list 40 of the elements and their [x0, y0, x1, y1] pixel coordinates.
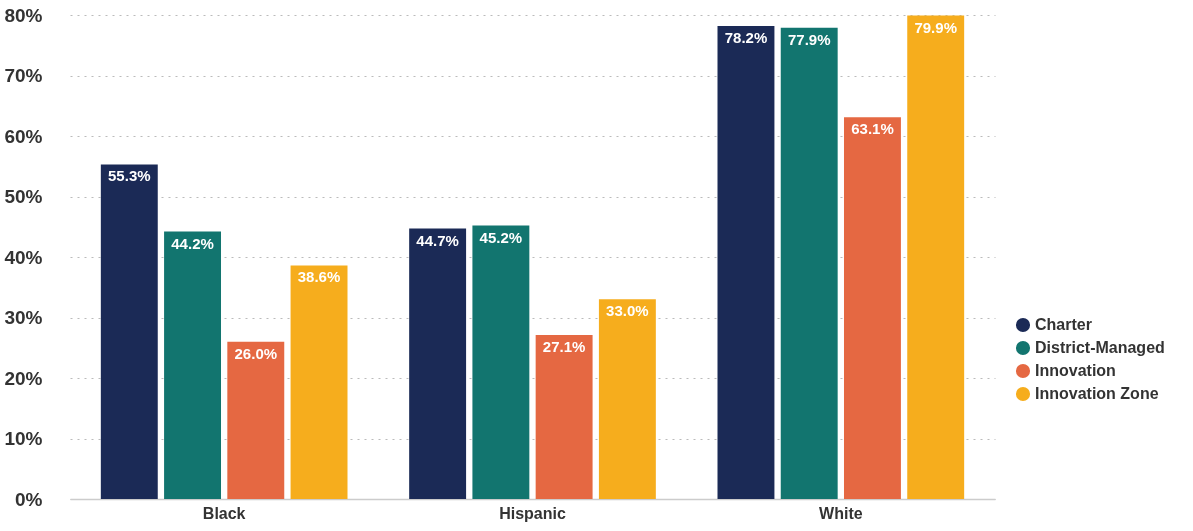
- bar: [535, 335, 593, 499]
- y-tick-label: 0%: [15, 488, 43, 510]
- bar: [907, 15, 965, 499]
- data-label: 38.6%: [297, 268, 341, 286]
- data-label: 79.9%: [914, 18, 957, 36]
- legend-label: Charter: [1035, 316, 1092, 333]
- bar: [100, 164, 158, 499]
- data-label: 44.7%: [416, 231, 459, 249]
- y-tick-label: 30%: [4, 307, 43, 328]
- y-tick-label: 40%: [4, 246, 43, 268]
- data-label: 45.2%: [479, 228, 523, 246]
- bar: [717, 25, 775, 499]
- data-label: 63.1%: [851, 120, 894, 138]
- y-tick-label: 20%: [4, 367, 43, 389]
- x-tick-label: Black: [202, 504, 246, 522]
- y-tick-label: 70%: [4, 65, 43, 86]
- data-label: 44.2%: [171, 234, 214, 252]
- legend-label: Innovation Zone: [1035, 385, 1159, 402]
- bar: [409, 228, 467, 499]
- y-tick-label: 10%: [4, 428, 43, 449]
- bar: [472, 225, 530, 499]
- y-tick-label: 60%: [4, 125, 43, 147]
- bar: [598, 299, 656, 499]
- x-tick-label: White: [819, 504, 863, 522]
- data-label: 77.9%: [787, 30, 831, 48]
- bar: [290, 265, 348, 499]
- bar: [844, 117, 901, 499]
- data-label: 55.3%: [108, 167, 151, 185]
- data-label: 27.1%: [542, 338, 586, 356]
- y-tick-label: 80%: [4, 4, 43, 26]
- bar: [780, 27, 838, 499]
- legend-label: District-Managed: [1035, 339, 1165, 356]
- x-tick-label: Hispanic: [499, 504, 566, 522]
- legend-label: Innovation: [1035, 362, 1116, 379]
- data-label: 26.0%: [234, 344, 278, 362]
- data-label: 78.2%: [724, 28, 768, 46]
- bar: [227, 341, 285, 499]
- data-label: 33.0%: [606, 302, 649, 320]
- y-tick-label: 50%: [4, 186, 43, 207]
- bar: [164, 231, 221, 499]
